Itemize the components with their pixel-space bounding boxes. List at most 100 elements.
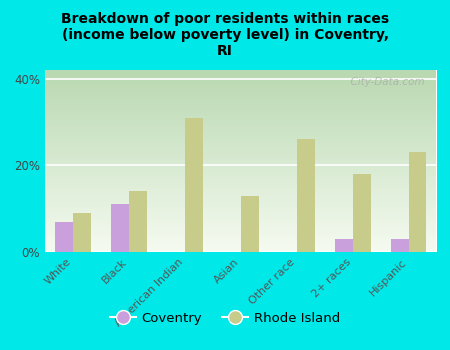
Bar <box>45 128 436 129</box>
Bar <box>45 97 436 98</box>
Bar <box>45 159 436 160</box>
Bar <box>45 129 436 130</box>
Bar <box>45 237 436 238</box>
Bar <box>45 154 436 155</box>
Bar <box>45 187 436 188</box>
Bar <box>45 242 436 243</box>
Bar <box>45 206 436 208</box>
Bar <box>45 135 436 137</box>
Bar <box>45 219 436 220</box>
Bar <box>45 118 436 119</box>
Bar <box>45 104 436 105</box>
Bar <box>45 125 436 126</box>
Bar <box>45 119 436 120</box>
Bar <box>45 124 436 125</box>
Bar <box>45 248 436 249</box>
Bar <box>45 132 436 133</box>
Bar <box>45 152 436 153</box>
Bar <box>45 197 436 198</box>
Bar <box>45 239 436 240</box>
Bar <box>45 101 436 102</box>
Bar <box>45 91 436 92</box>
Bar <box>45 185 436 186</box>
Bar <box>45 213 436 214</box>
Bar <box>45 244 436 245</box>
Bar <box>45 194 436 195</box>
Bar <box>45 196 436 197</box>
Bar <box>45 121 436 122</box>
Bar <box>45 122 436 123</box>
Bar <box>45 73 436 74</box>
Bar <box>45 192 436 193</box>
Bar <box>45 114 436 116</box>
Bar <box>45 78 436 79</box>
Bar <box>45 98 436 99</box>
Bar <box>45 217 436 218</box>
Bar <box>45 155 436 156</box>
Bar <box>45 189 436 190</box>
Bar <box>45 94 436 96</box>
Bar <box>45 168 436 169</box>
Bar <box>45 96 436 97</box>
Bar <box>45 230 436 231</box>
Bar <box>45 148 436 149</box>
Bar <box>45 137 436 138</box>
Bar <box>45 105 436 106</box>
Bar <box>45 84 436 85</box>
Bar <box>45 178 436 179</box>
Bar <box>45 100 436 101</box>
Bar <box>45 144 436 145</box>
Bar <box>45 111 436 112</box>
Text: Breakdown of poor residents within races
(income below poverty level) in Coventr: Breakdown of poor residents within races… <box>61 12 389 58</box>
Bar <box>45 198 436 199</box>
Bar <box>45 222 436 223</box>
Bar <box>45 89 436 90</box>
Bar <box>45 133 436 134</box>
Bar <box>45 81 436 82</box>
Bar <box>45 166 436 167</box>
Bar <box>45 182 436 183</box>
Bar <box>45 130 436 131</box>
Bar <box>45 160 436 161</box>
Bar <box>45 80 436 81</box>
Bar <box>45 223 436 224</box>
Bar <box>45 79 436 80</box>
Bar <box>45 184 436 185</box>
Bar <box>45 106 436 107</box>
Bar <box>45 146 436 147</box>
Bar <box>45 72 436 73</box>
Bar <box>45 173 436 174</box>
Bar <box>297 139 315 252</box>
Bar <box>73 213 91 252</box>
Bar <box>45 123 436 124</box>
Bar <box>45 202 436 203</box>
Bar <box>45 214 436 215</box>
Bar <box>45 181 436 182</box>
Bar <box>45 82 436 83</box>
Bar <box>45 92 436 93</box>
Bar <box>45 231 436 232</box>
Bar <box>45 99 436 100</box>
Bar <box>45 94 436 95</box>
Bar <box>45 162 436 163</box>
Bar <box>45 195 436 196</box>
Bar <box>45 205 436 206</box>
Bar <box>45 143 436 144</box>
Bar <box>45 246 436 247</box>
Bar <box>45 179 436 180</box>
Bar <box>45 236 436 237</box>
Bar <box>335 239 353 252</box>
Bar <box>45 83 436 84</box>
Bar <box>45 210 436 211</box>
Bar <box>45 156 436 158</box>
Bar <box>45 188 436 189</box>
Bar <box>45 172 436 173</box>
Bar <box>45 161 436 162</box>
Bar <box>45 225 436 226</box>
Bar <box>45 228 436 229</box>
Bar <box>353 174 370 252</box>
Bar <box>45 86 436 87</box>
Bar <box>45 112 436 113</box>
Bar <box>45 70 436 71</box>
Bar <box>45 74 436 75</box>
